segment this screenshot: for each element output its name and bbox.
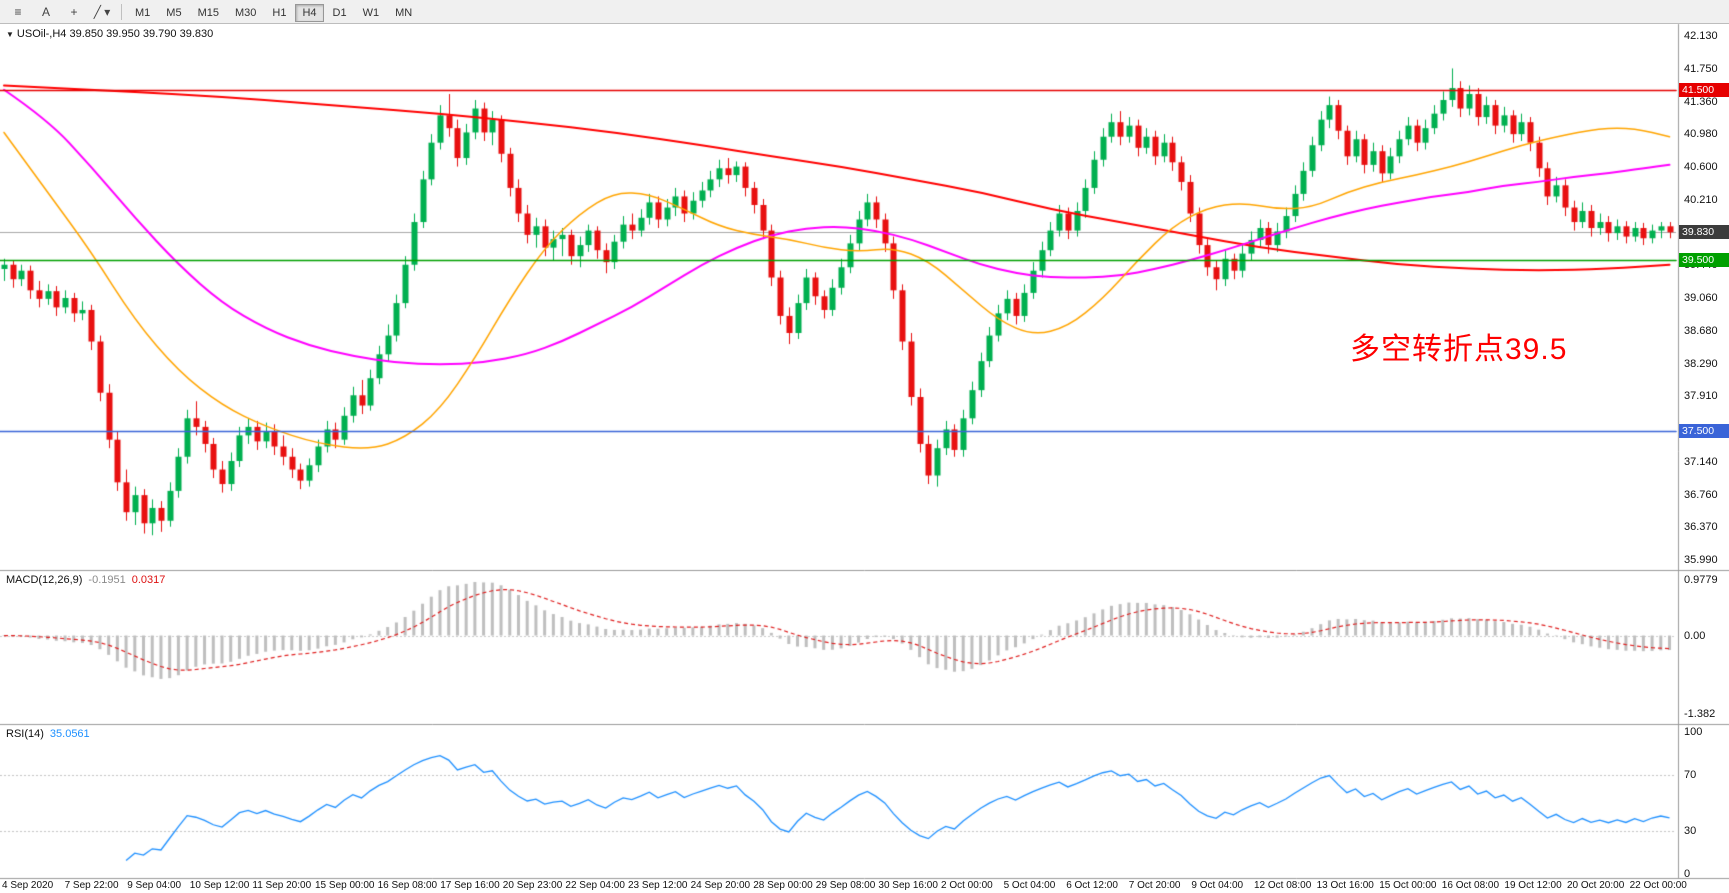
time-axis-tick: 15 Oct 00:00	[1379, 880, 1437, 891]
time-axis-tick: 28 Sep 00:00	[753, 880, 813, 891]
macd-axis-tick: 0.9779	[1684, 574, 1718, 586]
chart-title-text: USOil-,H4 39.850 39.950 39.790 39.830	[16, 28, 214, 40]
price-axis-tick: 40.210	[1684, 193, 1718, 206]
time-axis-tick: 15 Sep 00:00	[315, 880, 375, 891]
time-axis-tick: 20 Oct 20:00	[1567, 880, 1625, 891]
time-axis-tick: 22 Oct 00:00	[1629, 880, 1687, 891]
current-price-tag: 39.830	[1679, 225, 1729, 240]
time-axis-tick: 13 Oct 16:00	[1316, 880, 1374, 891]
time-axis-tick: 6 Oct 12:00	[1066, 880, 1118, 891]
time-axis-tick: 10 Sep 12:00	[189, 880, 250, 891]
price-axis-tick: 42.130	[1684, 30, 1718, 42]
timeframe-button-d1[interactable]: D1	[332, 6, 347, 19]
toolbar-separator	[121, 3, 122, 20]
price-axis-tick: 41.360	[1684, 95, 1718, 108]
chart-list-icon[interactable]: ≡	[14, 4, 22, 19]
time-axis-tick: 9 Oct 04:00	[1191, 880, 1244, 891]
time-axis-tick: 16 Oct 08:00	[1441, 880, 1500, 891]
macd-indicator-label: MACD(12,26,9) -0.1951 0.0317	[6, 574, 165, 586]
rsi-axis-tick: 30	[1684, 825, 1697, 838]
price-axis-tick: 39.060	[1684, 292, 1718, 304]
time-axis-tick: 19 Oct 12:00	[1504, 880, 1562, 891]
rsi-axis-tick: 100	[1684, 726, 1703, 738]
time-axis-tick: 2 Oct 00:00	[941, 880, 993, 891]
level-price-tag: 39.500	[1679, 253, 1729, 268]
timeframe-button-m30[interactable]: M30	[234, 6, 257, 19]
macd-axis-tick: -1.382	[1684, 708, 1716, 720]
time-axis-tick: 23 Sep 12:00	[628, 880, 688, 891]
rsi-name: RSI(14)	[6, 728, 44, 740]
time-axis-tick: 29 Sep 08:00	[815, 880, 876, 891]
price-axis-tick: 37.140	[1684, 455, 1718, 468]
timeframe-button-m1[interactable]: M1	[135, 6, 151, 19]
time-axis-tick: 7 Sep 22:00	[64, 880, 119, 891]
timeframe-button-m5[interactable]: M5	[166, 6, 182, 19]
macd-axis-tick: 0.00	[1684, 629, 1706, 642]
time-axis-tick: 12 Oct 08:00	[1254, 880, 1312, 891]
rsi-indicator-label: RSI(14) 35.0561	[6, 728, 90, 740]
timeframe-button-h1[interactable]: H1	[272, 6, 287, 19]
crosshair-tool-button[interactable]: +	[70, 4, 78, 19]
price-axis-tick: 40.980	[1684, 128, 1718, 141]
time-axis-tick: 5 Oct 04:00	[1003, 880, 1056, 891]
level-price-tag: 41.500	[1679, 82, 1729, 97]
price-axis-tick: 41.750	[1684, 62, 1718, 75]
time-axis-tick: 22 Sep 04:00	[565, 880, 625, 891]
time-axis-tick: 24 Sep 20:00	[690, 880, 751, 891]
time-axis-tick: 20 Sep 23:00	[502, 880, 563, 891]
price-axis-tick: 36.760	[1684, 488, 1718, 501]
time-axis-tick: 16 Sep 08:00	[377, 880, 438, 891]
timeframe-button-h4[interactable]: H4	[295, 3, 324, 22]
rsi-axis-tick: 0	[1684, 868, 1691, 880]
timeframe-toolbar: M1 M5 M15 M30 H1 H4 D1 W1 MN	[127, 3, 420, 22]
time-axis-tick: 11 Sep 20:00	[252, 880, 312, 891]
time-axis-tick: 4 Sep 2020	[2, 880, 54, 891]
timeframe-button-w1[interactable]: W1	[362, 6, 380, 19]
tool-icons-group: ≡ A + ╱ ▾	[4, 2, 116, 22]
macd-signal-value: 0.0317	[131, 574, 166, 586]
chart-title: ▼ USOil-,H4 39.850 39.950 39.790 39.830	[6, 28, 213, 40]
toolbar: ≡ A + ╱ ▾ M1 M5 M15 M30 H1 H4 D1 W1 MN	[0, 0, 1729, 24]
time-axis-tick: 7 Oct 20:00	[1128, 880, 1181, 891]
time-axis-tick: 17 Sep 16:00	[440, 880, 500, 891]
price-axis-tick: 38.290	[1684, 357, 1718, 370]
collapse-arrow-icon[interactable]: ▼	[6, 30, 14, 39]
time-axis-tick: 9 Sep 04:00	[127, 880, 182, 891]
rsi-value: 35.0561	[49, 728, 90, 740]
timeframe-button-m15[interactable]: M15	[197, 6, 219, 19]
level-price-tag: 37.500	[1679, 424, 1729, 439]
rsi-axis-tick: 70	[1684, 768, 1697, 781]
price-axis-tick: 40.600	[1684, 161, 1718, 173]
price-axis-tick: 36.370	[1684, 521, 1718, 534]
chart-text-annotation[interactable]: 多空转折点39.5	[1350, 333, 1568, 366]
timeframe-button-mn[interactable]: MN	[395, 6, 413, 19]
macd-main-value: -0.1951	[88, 574, 126, 586]
macd-name: MACD(12,26,9)	[6, 574, 83, 586]
price-axis-tick: 35.990	[1684, 554, 1718, 566]
line-tools-dropdown[interactable]: ╱ ▾	[93, 4, 111, 19]
text-tool-button[interactable]: A	[41, 4, 50, 19]
price-axis-tick: 38.680	[1684, 324, 1718, 337]
price-axis-tick: 37.910	[1684, 390, 1718, 403]
time-axis-tick: 30 Sep 16:00	[878, 880, 938, 891]
